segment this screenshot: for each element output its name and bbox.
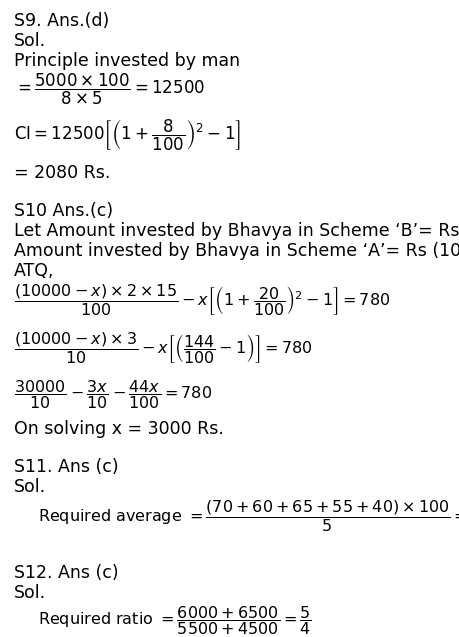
Text: S10 Ans.(c): S10 Ans.(c) — [14, 202, 113, 220]
Text: $\dfrac{(10000-x)\times3}{10}-x\left[\left(\dfrac{144}{100}-1\right)\right]=780$: $\dfrac{(10000-x)\times3}{10}-x\left[\le… — [14, 330, 312, 366]
Text: Sol.: Sol. — [14, 478, 46, 496]
Text: Sol.: Sol. — [14, 584, 46, 602]
Text: Let Amount invested by Bhavya in Scheme ‘B’= Rs x: Let Amount invested by Bhavya in Scheme … — [14, 222, 459, 240]
Text: $\dfrac{30000}{10}-\dfrac{3x}{10}-\dfrac{44x}{100}=780$: $\dfrac{30000}{10}-\dfrac{3x}{10}-\dfrac… — [14, 378, 212, 411]
Text: ATQ,: ATQ, — [14, 262, 54, 280]
Text: S12. Ans (c): S12. Ans (c) — [14, 564, 118, 582]
Text: S11. Ans (c): S11. Ans (c) — [14, 458, 118, 476]
Text: Required average $=\dfrac{(70+60+65+55+40)\times100}{5}=5800$: Required average $=\dfrac{(70+60+65+55+4… — [38, 498, 459, 534]
Text: $\dfrac{(10000-x)\times2\times15}{100}-x\left[\left(1+\dfrac{20}{100}\right)^{2}: $\dfrac{(10000-x)\times2\times15}{100}-x… — [14, 282, 389, 318]
Text: On solving x = 3000 Rs.: On solving x = 3000 Rs. — [14, 420, 224, 438]
Text: Required ratio $=\dfrac{6000+6500}{5500+4500}=\dfrac{5}{4}$: Required ratio $=\dfrac{6000+6500}{5500+… — [38, 604, 311, 637]
Text: = 2080 Rs.: = 2080 Rs. — [14, 164, 110, 182]
Text: $\mathrm{CI}=12500\left[\left(1+\dfrac{8}{100}\right)^{2}-1\right]$: $\mathrm{CI}=12500\left[\left(1+\dfrac{8… — [14, 118, 241, 154]
Text: Sol.: Sol. — [14, 32, 46, 50]
Text: S9. Ans.(d): S9. Ans.(d) — [14, 12, 109, 30]
Text: Principle invested by man: Principle invested by man — [14, 52, 240, 70]
Text: Amount invested by Bhavya in Scheme ‘A’= Rs (10000 – x): Amount invested by Bhavya in Scheme ‘A’=… — [14, 242, 459, 260]
Text: $=\dfrac{5000\times100}{8\times5}=12500$: $=\dfrac{5000\times100}{8\times5}=12500$ — [14, 72, 205, 107]
